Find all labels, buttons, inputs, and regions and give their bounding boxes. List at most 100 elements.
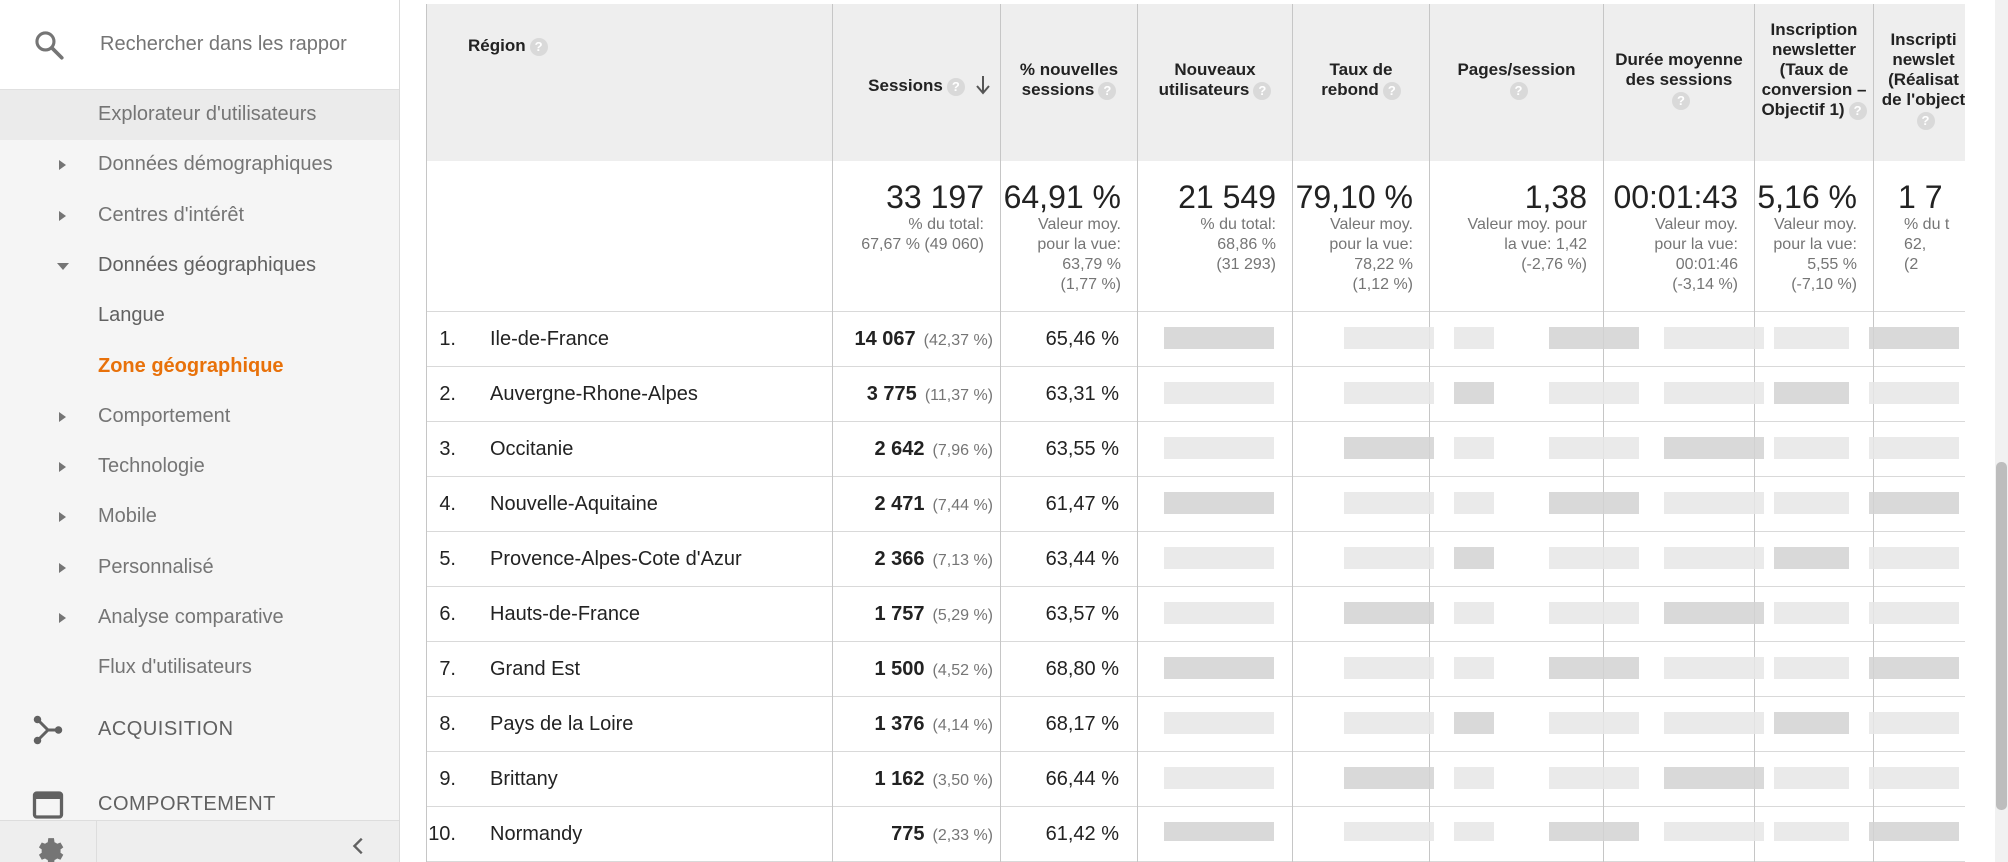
total-sub: pour la vue: [1773,236,1857,253]
total-sub: (2 [1904,256,1919,273]
table-row: 2. Auvergne-Rhone-Alpes 3 775 (11,37 %) 63,3… [426,366,1965,421]
obscured-cell [1164,492,1274,514]
total-sub: 68,86 % [1217,236,1276,253]
sidebar-item[interactable]: Mobile [0,492,399,542]
sidebar-section-comportement[interactable]: COMPORTEMENT [0,775,399,835]
sidebar-item-label: Explorateur d'utilisateurs [98,103,317,125]
sidebar-item[interactable]: Données géographiques [0,241,399,291]
help-icon[interactable]: ? [946,77,965,96]
help-icon[interactable]: ? [1509,81,1528,100]
caret-right-icon[interactable] [56,408,70,426]
caret-right-icon[interactable] [56,559,70,577]
obscured-cell [1664,822,1764,841]
table-row: 4. Nouvelle-Aquitaine 2 471 (7,44 %) 61,47 % [426,476,1965,531]
help-icon[interactable]: ? [1848,101,1867,120]
region-link[interactable]: Provence-Alpes-Cote d'Azur [490,548,742,570]
region-link[interactable]: Ile-de-France [490,328,609,350]
sidebar-item[interactable]: Flux d'utilisateurs [0,643,399,693]
header-sessions[interactable]: Sessions? [833,4,1001,161]
sidebar-item[interactable]: Centres d'intérêt [0,191,399,241]
sidebar-item[interactable]: Données démographiques [0,140,399,190]
total-sub: (-3,14 %) [1672,276,1738,293]
sessions-percent: (5,29 %) [932,607,993,624]
region-link[interactable]: Brittany [490,768,558,790]
total-sub: Valeur moy. [1655,216,1738,233]
row-number: 6. [439,603,456,625]
header-pages[interactable]: Pages/session? [1430,4,1604,161]
table-row: 6. Hauts-de-France 1 757 (5,29 %) 63,57 % [426,586,1965,641]
total-sub: pour la vue: [1329,236,1413,253]
caret-right-icon[interactable] [56,458,70,476]
region-link[interactable]: Occitanie [490,438,574,460]
region-link[interactable]: Pays de la Loire [490,713,634,735]
obscured-cell [1164,712,1274,734]
obscured-cell [1664,327,1764,349]
total-value: 64,91 % [1003,179,1121,215]
total-newsletter-rate: 5,16 % Valeur moy. pour la vue: 5,55 % (… [1755,161,1874,311]
sidebar-item[interactable]: Technologie [0,442,399,492]
caret-right-icon[interactable] [56,156,70,174]
region-link[interactable]: Auvergne-Rhone-Alpes [490,383,698,405]
sessions-cell: 2 642 (7,96 %) [831,438,993,461]
gear-icon[interactable] [32,831,66,862]
obscured-cell [1869,547,1959,569]
help-icon[interactable]: ? [1098,81,1117,100]
search-input[interactable] [100,26,352,62]
sidebar-item[interactable]: Zone géographique [0,342,399,392]
obscured-cell [1549,657,1639,679]
sidebar-item[interactable]: Explorateur d'utilisateurs [0,90,399,140]
chevron-left-icon[interactable] [348,835,370,857]
sidebar-section-acquisition[interactable]: ACQUISITION [0,700,399,760]
obscured-cell [1664,657,1764,679]
obscured-cell [1164,822,1274,841]
region-link[interactable]: Grand Est [490,658,581,680]
obscured-cell [1454,657,1494,679]
scrollbar-thumb[interactable] [1996,462,2007,810]
search-icon[interactable] [32,28,66,62]
total-sub: 78,22 % [1354,256,1413,273]
caret-down-icon[interactable] [56,257,70,275]
sessions-cell: 775 (2,33 %) [831,823,993,846]
header-new-users[interactable]: Nouveaux utilisateurs? [1138,4,1293,161]
help-icon[interactable]: ? [1253,81,1272,100]
header-new-sessions[interactable]: % nouvelles sessions? [1001,4,1138,161]
sessions-percent: (42,37 %) [923,332,993,349]
obscured-cell [1664,547,1764,569]
region-link[interactable]: Nouvelle-Aquitaine [490,493,658,515]
help-icon[interactable]: ? [1672,91,1690,110]
row-number: 5. [439,548,456,570]
obscured-cell [1164,657,1274,679]
caret-right-icon[interactable] [56,508,70,526]
caret-right-icon[interactable] [56,207,70,225]
total-sub: pour la vue: [1654,236,1738,253]
sidebar-item[interactable]: Langue [0,291,399,341]
total-sub: pour la vue: [1037,236,1121,253]
help-icon[interactable]: ? [1916,111,1935,130]
total-value: 00:01:43 [1613,179,1738,215]
grid-line [1873,4,1874,862]
header-bounce[interactable]: Taux de rebond? [1293,4,1430,161]
obscured-cell [1454,767,1494,789]
sidebar-item-label: Analyse comparative [98,606,284,628]
obscured-cell [1774,822,1849,841]
header-duration[interactable]: Durée moyenne des sessions? [1604,4,1755,161]
help-icon[interactable]: ? [529,37,548,56]
sidebar-item[interactable]: Personnalisé [0,543,399,593]
caret-right-icon[interactable] [56,609,70,627]
obscured-cell [1549,767,1639,789]
sidebar-item[interactable]: Comportement [0,392,399,442]
header-newsletter-rate[interactable]: Inscription newsletter (Taux de conversi… [1755,4,1874,161]
total-value: 1,38 [1524,179,1587,215]
table-row: 3. Occitanie 2 642 (7,96 %) 63,55 % [426,421,1965,476]
behavior-icon [32,791,64,819]
sidebar-item[interactable]: Analyse comparative [0,593,399,643]
obscured-cell [1344,602,1434,624]
header-newsletter-done[interactable]: Inscripti newslet (Réalisat de l'object? [1874,4,1965,161]
obscured-cell [1344,712,1434,734]
table-row: 9. Brittany 1 162 (3,50 %) 66,44 % [426,751,1965,806]
help-icon[interactable]: ? [1382,81,1401,100]
sort-desc-icon[interactable] [974,74,992,96]
region-link[interactable]: Normandy [490,823,583,845]
region-link[interactable]: Hauts-de-France [490,603,641,625]
row-number: 7. [439,658,456,680]
